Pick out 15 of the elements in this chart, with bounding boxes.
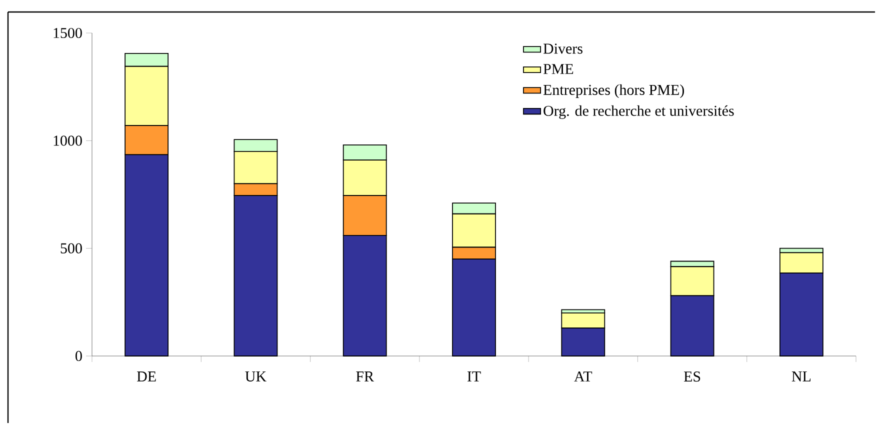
y-tick-label: 1000 <box>54 136 82 146</box>
x-tick-label: IT <box>467 372 481 382</box>
x-tick-label: DE <box>137 372 156 382</box>
x-tick-label: ES <box>684 372 700 382</box>
y-tick-label: 1500 <box>54 28 82 38</box>
legend-label: Org. de recherche et universités <box>544 106 734 120</box>
x-tick-label: AT <box>574 372 592 382</box>
legend-label: PME <box>543 64 574 74</box>
legend-label: Divers <box>543 44 582 54</box>
y-tick-label: 500 <box>60 243 82 254</box>
x-tick-label: FR <box>356 372 374 382</box>
y-tick-label: 0 <box>76 351 82 362</box>
legend-label: Entreprises (hors PME) <box>543 84 684 98</box>
x-tick-label: UK <box>245 372 266 382</box>
x-tick-label: NL <box>792 372 811 382</box>
